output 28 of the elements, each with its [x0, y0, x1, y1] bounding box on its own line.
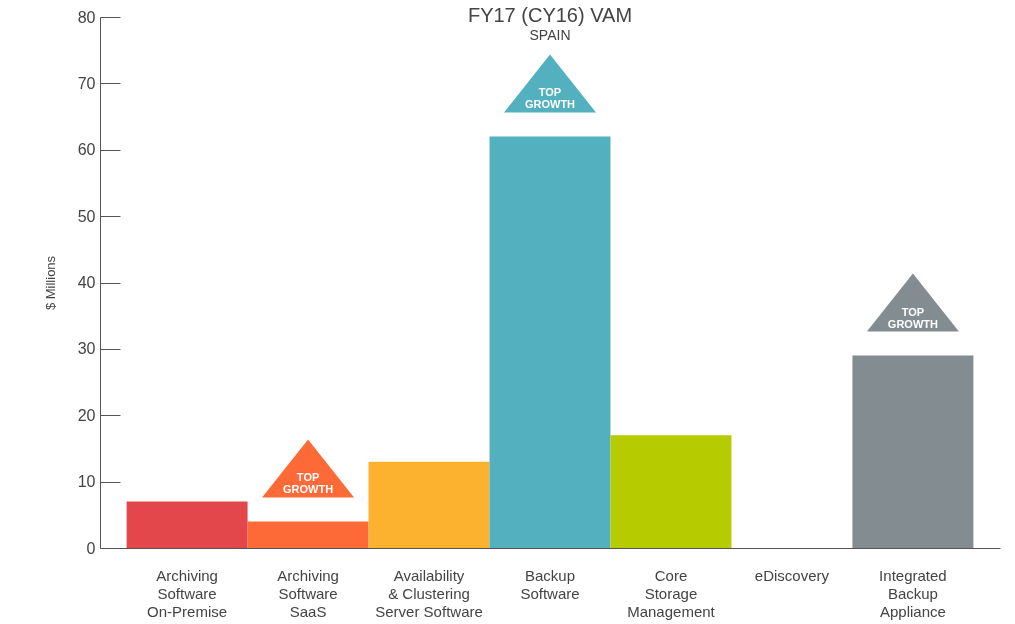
x-tick-label: Archiving Software SaaS: [277, 566, 339, 620]
y-tick-label: 0: [86, 539, 96, 557]
x-tick-label: Core Storage Management: [627, 566, 716, 620]
bar: [247, 521, 369, 548]
chart-title: FY17 (CY16) VAM: [467, 4, 633, 26]
y-tick-label: 10: [77, 473, 96, 491]
bar: [852, 355, 974, 548]
x-tick-label: Availability & Clustering Server Software: [375, 566, 483, 620]
annotation: TOP GROWTH: [283, 471, 334, 496]
y-tick-label: 20: [77, 406, 96, 424]
annotation: TOP GROWTH: [887, 305, 939, 330]
bar: [610, 435, 732, 548]
x-tick-label: Backup Software: [520, 566, 580, 602]
y-tick-label: 50: [77, 207, 96, 225]
annotation: TOP GROWTH: [524, 86, 576, 111]
y-axis-title: $ Millions: [42, 255, 58, 311]
x-tick-label: Integrated Backup Appliance: [879, 566, 947, 620]
y-tick-label: 80: [77, 8, 96, 26]
text: SPAIN: [529, 27, 571, 43]
y-tick-label: 30: [77, 340, 96, 358]
x-tick-label: eDiscovery: [754, 566, 830, 584]
x-tick-label: Archiving Software On-Premise: [147, 566, 228, 620]
y-tick-label: 40: [77, 274, 96, 291]
bar: [489, 136, 611, 548]
bar: [126, 501, 248, 548]
y-tick-label: 70: [77, 74, 96, 92]
bar: [368, 461, 490, 548]
y-tick-label: 60: [77, 141, 96, 159]
